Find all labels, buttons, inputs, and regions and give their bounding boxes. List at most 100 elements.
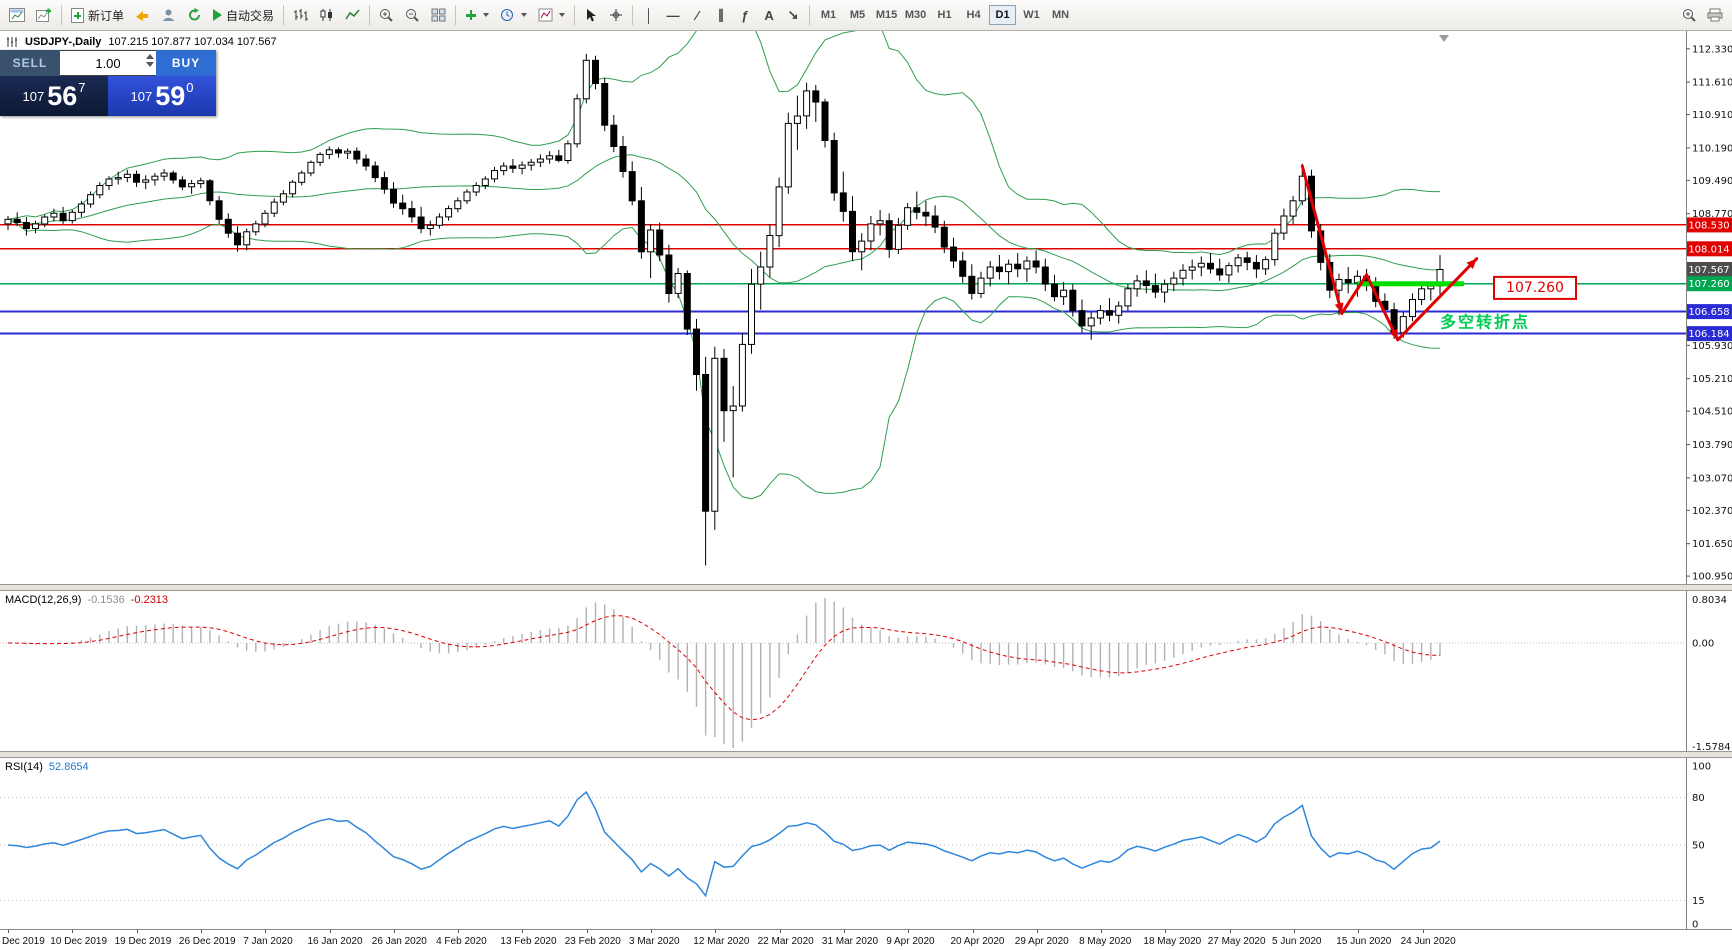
chart-shift-marker[interactable] <box>1439 35 1449 42</box>
ohlc-bars-icon <box>294 9 309 21</box>
periods-button[interactable] <box>495 3 532 27</box>
volume-value[interactable]: 1.00 <box>95 55 121 71</box>
panel-splitter[interactable] <box>0 751 1732 758</box>
symbol-search-button[interactable] <box>1677 3 1702 27</box>
panel-splitter[interactable] <box>0 584 1732 591</box>
sell-price[interactable]: 107 56 7 <box>0 76 108 116</box>
time-label: 18 May 2020 <box>1143 936 1202 947</box>
candle <box>592 59 599 84</box>
candle <box>123 173 131 179</box>
time-label: 16 Jan 2020 <box>307 936 363 947</box>
time-label: 22 Mar 2020 <box>757 936 814 947</box>
price-badge <box>1687 304 1732 320</box>
candle <box>968 275 976 294</box>
new-order-label: 新订单 <box>88 8 125 23</box>
candle <box>793 115 801 124</box>
vertical-line-tool[interactable]: │ <box>644 7 654 23</box>
time-tick <box>1165 930 1167 933</box>
zoom-in-button[interactable] <box>374 3 399 27</box>
horn-icon <box>136 11 149 21</box>
sell-button[interactable]: SELL <box>0 50 60 76</box>
candle <box>1170 277 1178 285</box>
candlestick-mode-icon[interactable] <box>314 3 339 27</box>
timeframe-d1[interactable]: D1 <box>989 5 1017 25</box>
indicators-button[interactable] <box>460 3 494 27</box>
candle <box>234 232 241 246</box>
timeframe-m15[interactable]: M15 <box>875 9 898 21</box>
time-label: 4 Feb 2020 <box>436 936 487 947</box>
candle <box>986 266 994 279</box>
timeframe-m1[interactable]: M1 <box>820 9 837 21</box>
alerts-icon[interactable] <box>130 3 155 27</box>
community-icon[interactable] <box>156 3 181 27</box>
cursor-tool[interactable] <box>579 3 603 27</box>
timeframe-m30[interactable]: M30 <box>904 9 927 21</box>
candle <box>913 207 921 213</box>
trendline-tool[interactable]: ∕ <box>695 7 699 23</box>
candle <box>4 218 12 225</box>
timeframe-h4[interactable]: H4 <box>966 9 981 21</box>
channel-tool[interactable]: ∥ <box>717 7 725 22</box>
candle <box>279 193 287 203</box>
print-button[interactable] <box>1702 3 1728 27</box>
templates-button[interactable] <box>533 3 570 27</box>
candle <box>876 220 884 225</box>
macd-axis-label: -1.5784 <box>1692 742 1731 753</box>
volume-up-button[interactable] <box>146 54 154 59</box>
fibonacci-tool[interactable]: ƒ <box>741 7 749 23</box>
time-tick <box>843 930 845 933</box>
zoom-out-button[interactable] <box>400 3 425 27</box>
candle <box>1225 265 1233 276</box>
text-tool[interactable]: A <box>764 7 774 23</box>
bar-chart-mode-icon[interactable] <box>288 3 313 27</box>
timeframe-m5[interactable]: M5 <box>849 9 866 21</box>
line-chart-mode-icon[interactable] <box>340 3 365 27</box>
new-chart-icon[interactable] <box>31 3 57 27</box>
buy-button[interactable]: BUY <box>156 50 216 76</box>
price-axis-label: 112.330 <box>1692 44 1732 55</box>
volume-down-button[interactable] <box>146 62 154 67</box>
bollinger-middle <box>7 154 1440 292</box>
rsi-axis-label: 80 <box>1692 793 1705 804</box>
candle <box>454 200 462 210</box>
crosshair-tool[interactable] <box>604 3 628 27</box>
ohlc-values: 107.215 107.877 107.034 107.567 <box>108 36 277 48</box>
horizontal-line-tool[interactable]: — <box>666 7 680 23</box>
candle <box>298 172 306 183</box>
new-order-button[interactable]: 新订单 <box>66 3 129 27</box>
arrow-tool[interactable]: ↘ <box>787 7 799 22</box>
time-axis[interactable]: Dec 2019 10 Dec 2019 19 Dec 2019 26 Dec 201… <box>0 929 1732 950</box>
candle <box>1142 280 1150 286</box>
candle <box>325 149 333 155</box>
candle <box>1060 289 1068 298</box>
volume-field[interactable]: 1.00 <box>60 50 156 76</box>
buy-price-pips: 59 <box>155 80 186 111</box>
candle <box>656 229 664 256</box>
price-badge-text: 108.014 <box>1688 244 1729 255</box>
candle <box>307 161 315 174</box>
time-tick <box>136 930 138 933</box>
candle <box>1069 289 1077 312</box>
candle <box>1418 288 1426 300</box>
price-badge <box>1687 241 1732 257</box>
auto-trading-button[interactable]: 自动交易 <box>208 3 279 27</box>
charts-window-icon[interactable] <box>4 3 30 27</box>
timeframe-mn[interactable]: MN <box>1051 9 1070 21</box>
candle <box>922 211 930 217</box>
candle <box>1234 257 1242 267</box>
timeframe-h1[interactable]: H1 <box>937 9 952 21</box>
tile-windows-button[interactable] <box>426 3 451 27</box>
candle <box>931 215 939 228</box>
candle <box>399 202 407 210</box>
candle <box>1243 257 1251 263</box>
price-callout-box <box>1493 275 1577 300</box>
toolbar-divider <box>809 5 811 25</box>
candle <box>729 405 737 412</box>
candle <box>748 283 755 345</box>
refresh-icon[interactable] <box>182 3 207 27</box>
candle <box>867 223 875 242</box>
candle <box>683 273 691 330</box>
buy-price[interactable]: 107 59 0 <box>108 76 216 116</box>
timeframe-w1[interactable]: W1 <box>1023 9 1040 21</box>
